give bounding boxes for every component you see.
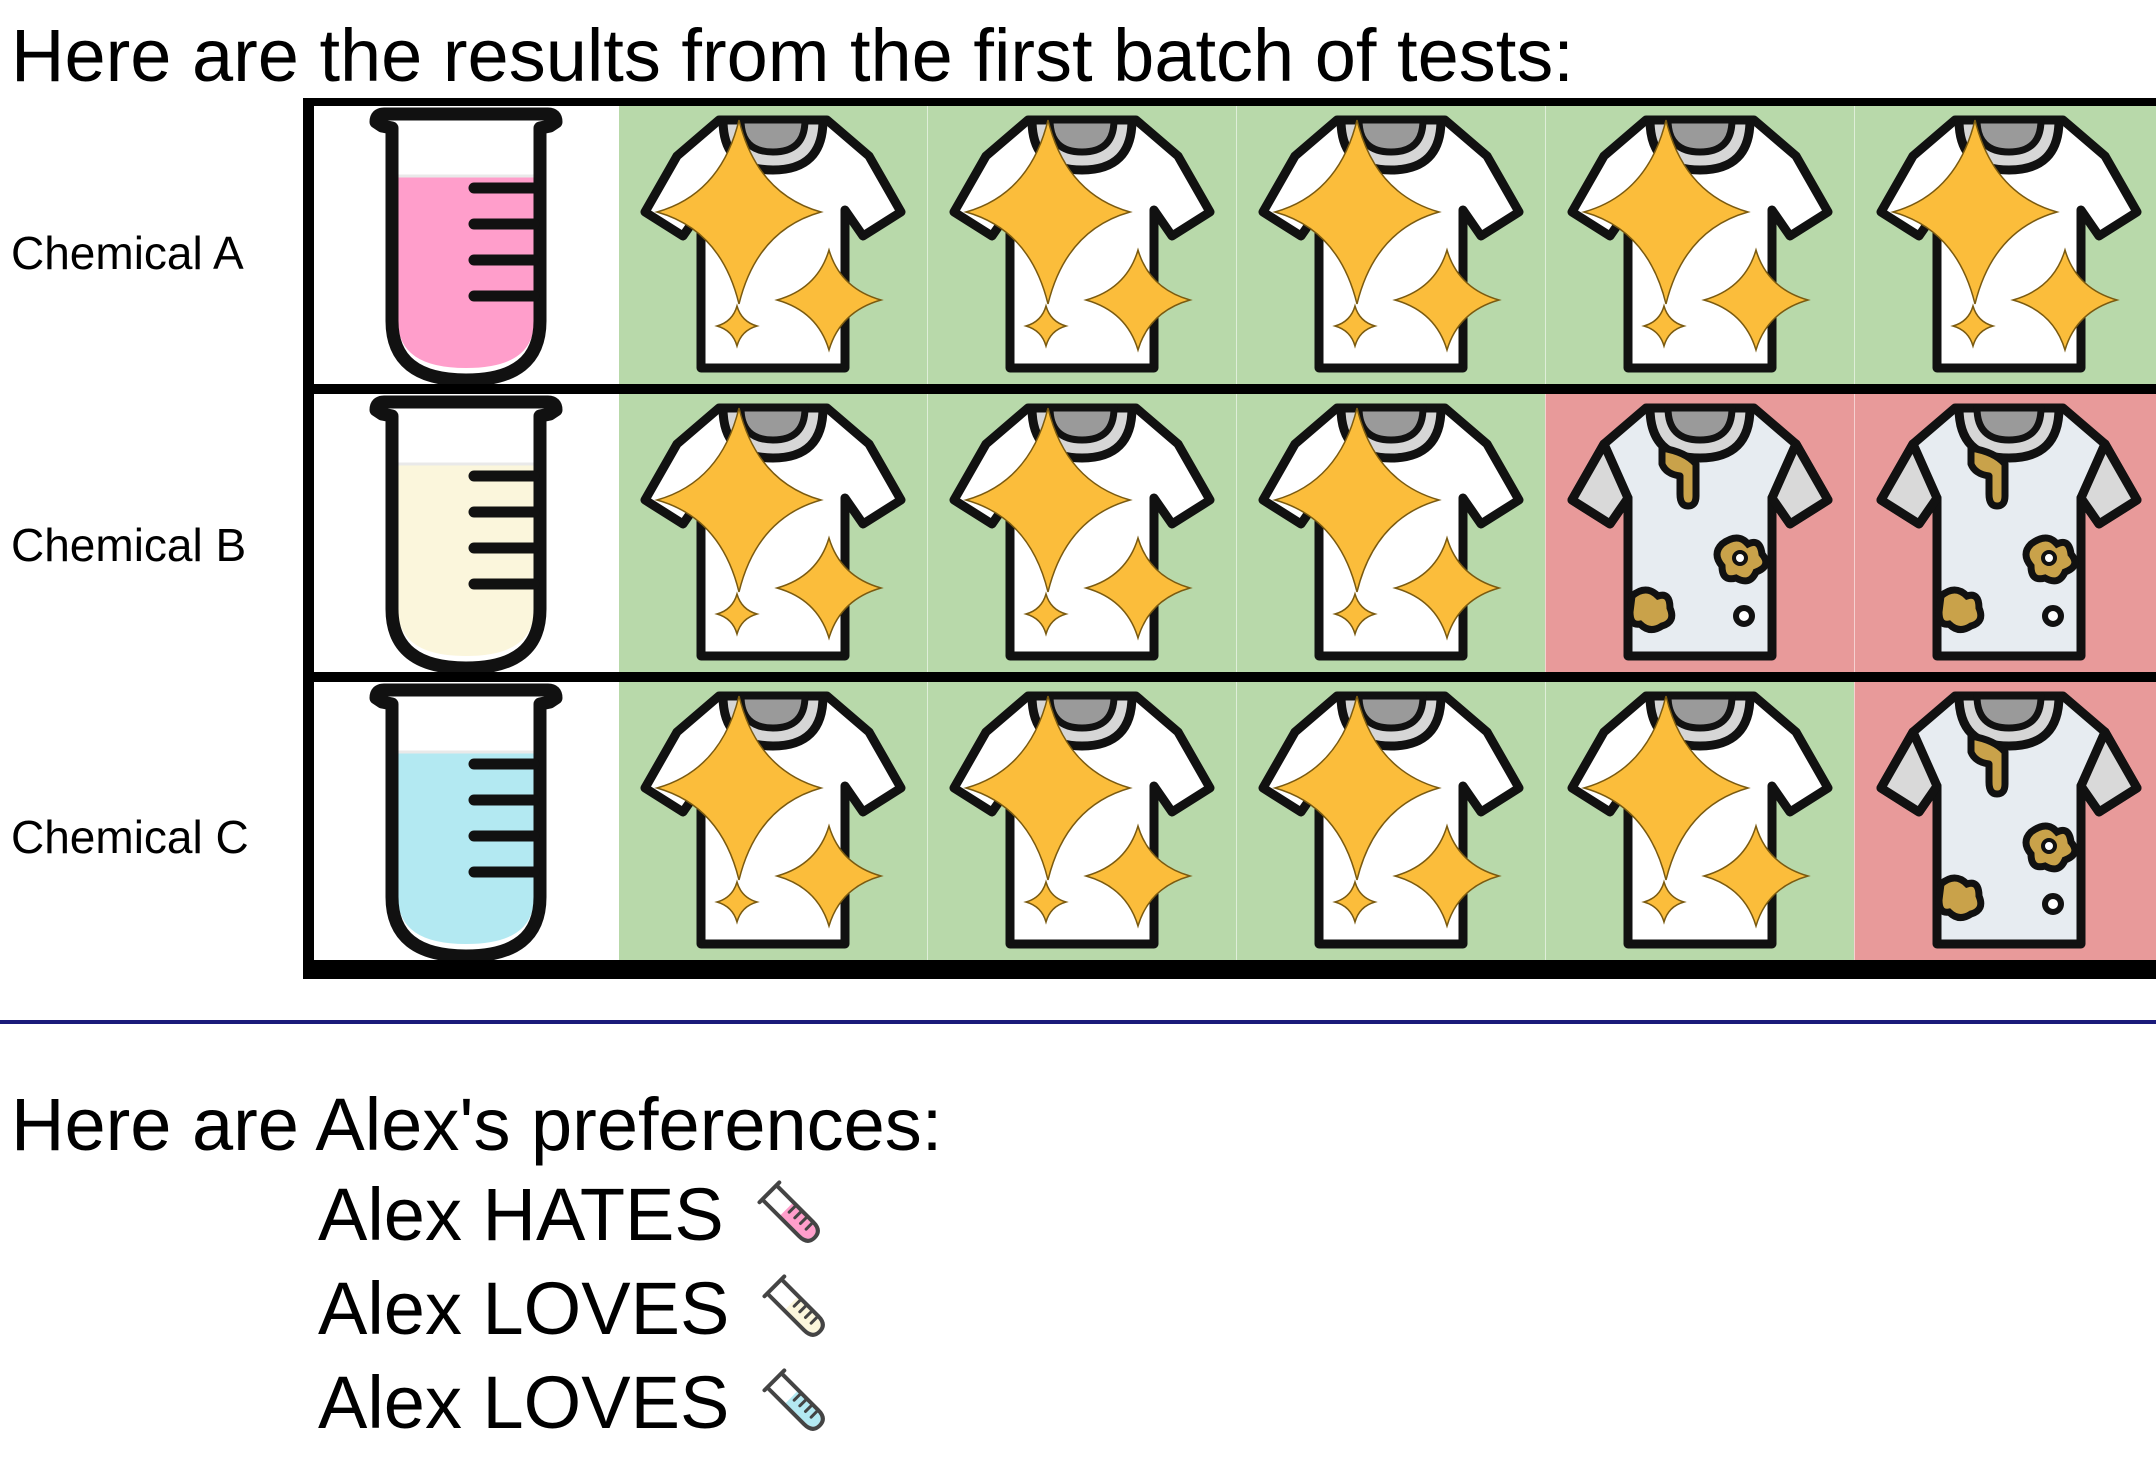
- preference-text: Alex LOVES: [318, 1361, 730, 1444]
- preference-item: Alex HATES: [318, 1172, 830, 1257]
- clean-shirt-icon: [1567, 115, 1833, 373]
- preferences-heading: Here are Alex's preferences:: [11, 1083, 943, 1166]
- dirty-shirt-icon: [1876, 403, 2142, 661]
- results-row-chemical-a: [314, 106, 2156, 384]
- preference-text: Alex LOVES: [318, 1267, 730, 1350]
- section-divider: [0, 1020, 2156, 1024]
- clean-shirt-cell: [927, 682, 1236, 960]
- clean-shirt-cell: [1545, 682, 1854, 960]
- dirty-shirt-cell: [1545, 394, 1854, 672]
- clean-shirt-icon: [1258, 691, 1524, 949]
- results-row-chemical-b: [314, 394, 2156, 672]
- dirty-shirt-cell: [1854, 682, 2156, 960]
- row-label-chemical-c: Chemical C: [11, 811, 249, 863]
- dirty-shirt-icon: [1567, 403, 1833, 661]
- clean-shirt-cell: [1854, 106, 2156, 384]
- test-tube-icon: [314, 394, 619, 672]
- clean-shirt-cell: [927, 394, 1236, 672]
- row-label-chemical-a: Chemical A: [11, 227, 244, 279]
- clean-shirt-icon: [1258, 403, 1524, 661]
- clean-shirt-icon: [949, 691, 1215, 949]
- test-tube-icon: [369, 395, 563, 672]
- test-tube-icon: [369, 107, 563, 384]
- clean-shirt-cell: [619, 682, 927, 960]
- clean-shirt-icon: [640, 403, 906, 661]
- clean-shirt-icon: [949, 403, 1215, 661]
- clean-shirt-cell: [1236, 394, 1545, 672]
- dirty-shirt-icon: [1876, 691, 2142, 949]
- preference-item: Alex LOVES: [318, 1360, 835, 1445]
- blue-test-tube-icon: [759, 1365, 835, 1441]
- clean-shirt-icon: [640, 691, 906, 949]
- test-tube-icon: [314, 682, 619, 960]
- clean-shirt-icon: [1567, 691, 1833, 949]
- clean-shirt-cell: [1236, 682, 1545, 960]
- results-grid: [303, 98, 2156, 979]
- test-tube-icon: [369, 683, 563, 960]
- clean-shirt-cell: [619, 106, 927, 384]
- dirty-shirt-cell: [1854, 394, 2156, 672]
- clean-shirt-icon: [1876, 115, 2142, 373]
- preference-item: Alex LOVES: [318, 1266, 835, 1351]
- clean-shirt-cell: [927, 106, 1236, 384]
- clean-shirt-icon: [949, 115, 1215, 373]
- cream-test-tube-icon: [759, 1271, 835, 1347]
- results-row-chemical-c: [314, 682, 2156, 960]
- pink-test-tube-icon: [754, 1177, 830, 1253]
- test-tube-icon: [314, 106, 619, 384]
- preference-text: Alex HATES: [318, 1173, 724, 1256]
- page-heading: Here are the results from the first batc…: [11, 14, 1574, 97]
- clean-shirt-icon: [640, 115, 906, 373]
- row-label-chemical-b: Chemical B: [11, 519, 247, 571]
- clean-shirt-cell: [619, 394, 927, 672]
- clean-shirt-cell: [1545, 106, 1854, 384]
- clean-shirt-icon: [1258, 115, 1524, 373]
- clean-shirt-cell: [1236, 106, 1545, 384]
